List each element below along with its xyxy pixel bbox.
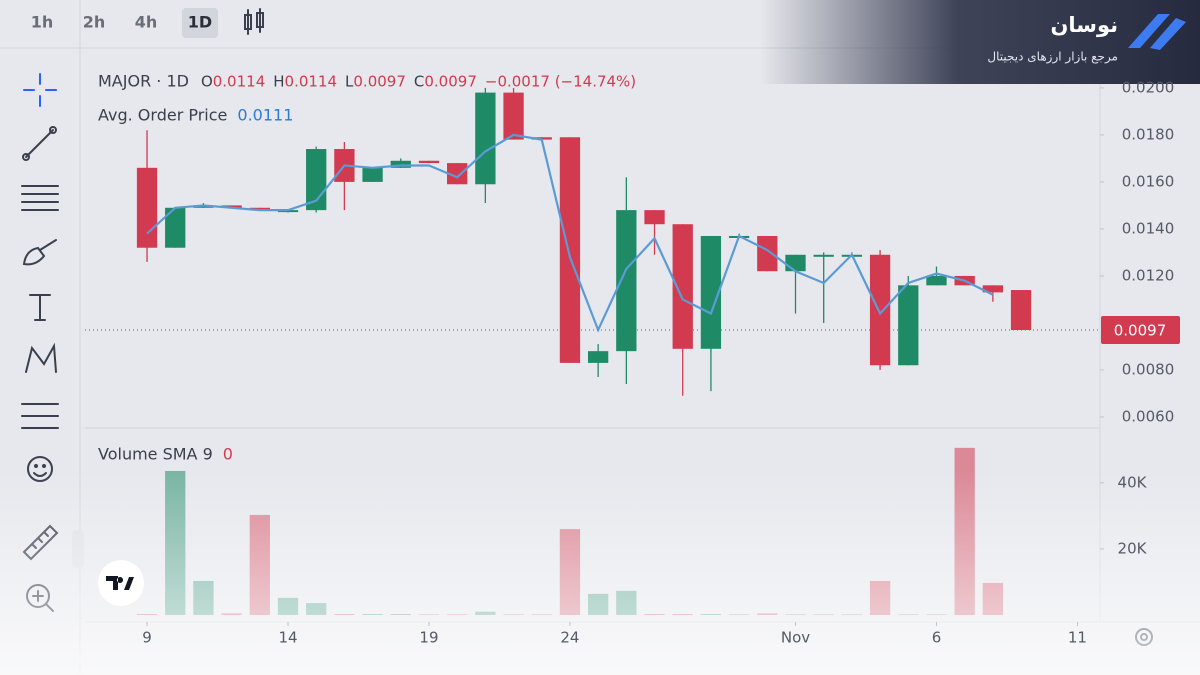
tv-badge [98, 560, 144, 606]
candle-body [982, 285, 1004, 293]
timeframe-button[interactable]: 1D [188, 13, 212, 32]
candle-body [700, 235, 722, 349]
candle-body [672, 224, 693, 349]
crosshair-tool[interactable] [23, 73, 57, 107]
x-tick-label: 24 [560, 629, 579, 647]
candle-body [390, 160, 411, 168]
y-tick-label: 0.0140 [1122, 219, 1175, 237]
candle-body [644, 210, 665, 225]
y-tick-label: 0.0080 [1122, 360, 1175, 378]
x-tick-label: 6 [932, 629, 942, 647]
tv-logo [106, 576, 134, 590]
x-tick-label: 9 [142, 629, 152, 647]
candle-body [193, 205, 214, 208]
avg-order-line [146, 133, 994, 333]
brush-tool[interactable] [22, 239, 57, 266]
candle-body [249, 207, 270, 211]
ohlc-value: 0.0097 [353, 73, 406, 91]
volume-y-tick-label: 40K [1118, 473, 1148, 491]
candle-body [221, 205, 242, 208]
candle-body [559, 137, 581, 363]
brand-logo [1128, 14, 1186, 50]
ohlc-value: 0.0114 [285, 73, 338, 91]
y-tick-label: 0.0060 [1122, 407, 1175, 425]
brand-banner [760, 0, 1200, 84]
volume-name: Volume SMA 9 [98, 445, 213, 464]
y-tick-label: 0.0160 [1122, 172, 1175, 190]
volume-y-tick-label: 20K [1118, 539, 1148, 557]
volume-value: 0 [223, 445, 233, 464]
x-tick-label: 19 [419, 629, 438, 647]
x-tick-label: 11 [1068, 629, 1087, 647]
ohlc-value: 0.0097 [424, 73, 477, 91]
brand-name: نوسان [1050, 13, 1118, 37]
y-tick-label: 0.0180 [1122, 125, 1175, 143]
x-tick-label: Nov [781, 629, 810, 647]
candle-body [136, 167, 158, 248]
fib-tool[interactable] [21, 185, 59, 211]
ohlc-key: O [201, 73, 213, 91]
brand-tagline: مرجع بازار ارزهای دیجیتال [987, 50, 1118, 65]
ohlc-key: C [414, 73, 424, 91]
candle-body [898, 285, 919, 366]
candle-body [418, 160, 440, 164]
candle-body [362, 167, 383, 182]
candle-body [616, 210, 637, 352]
pattern-tool[interactable] [25, 342, 57, 373]
candle-body [447, 163, 468, 185]
y-tick-label: 0.0200 [1122, 78, 1175, 96]
candle-body [531, 137, 552, 140]
symbol: MAJOR · 1D [98, 72, 189, 91]
candle-body [785, 254, 806, 272]
candle-body [165, 207, 186, 248]
candle-body [587, 351, 609, 363]
candle-body [757, 235, 778, 272]
active-timeframe-bg [182, 8, 218, 38]
trendline-tool[interactable] [22, 126, 57, 161]
ohlc-value: 0.0114 [213, 73, 266, 91]
y-tick-label: 0.0120 [1122, 266, 1175, 284]
x-tick-label: 14 [278, 629, 297, 647]
last-price-label: 0.0097 [1114, 321, 1167, 339]
avg-value: 0.0111 [237, 106, 293, 125]
candle-body [926, 275, 947, 286]
last-price-badge [1101, 315, 1180, 344]
timeframe-button[interactable]: 4h [135, 13, 158, 32]
avg-name: Avg. Order Price [98, 106, 227, 125]
candle-body [503, 92, 524, 140]
chart-type-icon[interactable] [244, 8, 264, 35]
ohlc-key: L [345, 73, 354, 91]
change: −0.0017 (−14.74%) [485, 73, 636, 91]
ohlc-key: H [273, 73, 284, 91]
timeframe-button[interactable]: 2h [83, 13, 106, 32]
bottom-fade [0, 470, 1200, 675]
forecast-tool[interactable] [21, 403, 59, 429]
candle-body [813, 254, 834, 257]
candle-body [1010, 290, 1032, 330]
candle-body [869, 254, 891, 366]
candle-body [475, 92, 496, 185]
text-tool[interactable] [29, 294, 51, 321]
timeframe-button[interactable]: 1h [31, 13, 54, 32]
